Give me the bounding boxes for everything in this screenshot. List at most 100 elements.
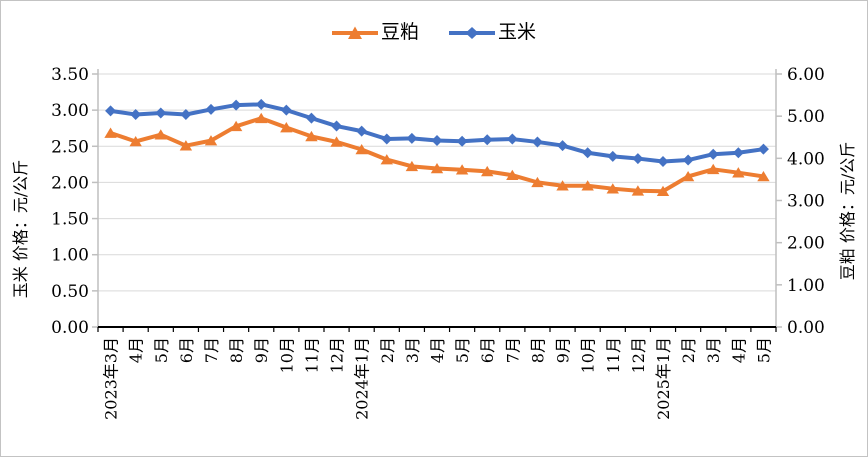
right-axis-tick-label: 2.00 (787, 234, 825, 254)
data-point-marker-豆粕 (681, 170, 695, 182)
x-axis-tick-label: 10月 (579, 337, 598, 373)
x-axis-tick-label: 10月 (277, 337, 296, 373)
x-axis-tick-label: 7月 (503, 337, 522, 363)
data-point-marker-玉米 (105, 105, 117, 117)
data-point-marker-玉米 (406, 132, 418, 144)
data-point-marker-豆粕 (455, 164, 469, 175)
x-axis-tick-label: 7月 (202, 337, 221, 363)
right-axis-tick-label: 6.00 (787, 65, 825, 85)
data-point-marker-玉米 (732, 147, 744, 159)
x-axis-tick-label: 12月 (629, 337, 648, 373)
legend-item-doupo: 豆粕 (331, 21, 419, 43)
right-axis-tick-label: 1.00 (787, 276, 825, 296)
x-axis-tick-label: 12月 (328, 337, 347, 373)
data-point-marker-豆粕 (305, 130, 318, 142)
data-point-marker-玉米 (230, 99, 242, 111)
legend-label-yumi: 玉米 (498, 21, 537, 43)
series-line-豆粕 (108, 116, 766, 194)
data-point-marker-玉米 (255, 98, 267, 110)
data-point-marker-豆粕 (581, 180, 594, 191)
data-point-marker-豆粕 (656, 185, 670, 197)
x-axis-tick-label: 3月 (403, 337, 422, 363)
x-axis-tick-label: 2025年1月 (654, 337, 673, 420)
x-axis-tick-label: 11月 (604, 337, 623, 373)
x-axis-tick-label: 8月 (227, 337, 246, 363)
data-point-marker-玉米 (506, 133, 518, 145)
data-point-marker-玉米 (155, 107, 167, 119)
data-point-marker-玉米 (431, 135, 443, 147)
data-point-marker-玉米 (657, 155, 669, 167)
data-point-marker-玉米 (531, 136, 543, 148)
x-axis-tick-label: 9月 (554, 337, 573, 363)
data-point-marker-豆粕 (506, 169, 519, 180)
x-axis-tick-label: 2月 (378, 337, 397, 363)
data-point-marker-豆粕 (531, 176, 544, 188)
data-point-marker-豆粕 (707, 163, 720, 175)
data-point-marker-豆粕 (255, 112, 268, 124)
legend-item-yumi: 玉米 (449, 23, 536, 42)
data-point-marker-玉米 (305, 112, 317, 124)
data-point-marker-玉米 (557, 140, 569, 152)
data-point-marker-玉米 (180, 108, 192, 120)
right-axis-tick-label: 3.00 (787, 192, 825, 212)
left-axis-tick-label: 3.00 (51, 101, 89, 121)
left-axis-tick-label: 1.00 (51, 246, 89, 266)
diamond-series-marker-icon (449, 26, 495, 39)
legend-label-doupo: 豆粕 (380, 21, 419, 43)
data-point-marker-玉米 (331, 120, 343, 132)
data-point-marker-豆粕 (104, 127, 117, 138)
left-axis-tick-label: 0.00 (51, 318, 89, 338)
x-axis-tick-label: 5月 (754, 337, 773, 363)
right-axis-tick-label: 5.00 (787, 107, 825, 127)
data-point-marker-豆粕 (405, 160, 419, 172)
legend: 豆粕 玉米 (1, 23, 867, 42)
data-point-marker-玉米 (456, 135, 468, 147)
triangle-series-marker-icon (331, 26, 378, 39)
data-point-marker-豆粕 (631, 185, 645, 196)
x-axis-tick-label: 3月 (704, 337, 723, 363)
x-axis-tick-label: 4月 (729, 337, 748, 363)
data-point-marker-豆粕 (481, 165, 494, 177)
data-point-marker-玉米 (381, 133, 393, 145)
data-point-marker-豆粕 (380, 154, 393, 165)
data-point-marker-豆粕 (330, 136, 343, 147)
x-axis-tick-label: 6月 (478, 337, 497, 363)
x-axis-tick-label: 4月 (428, 337, 447, 363)
data-point-marker-玉米 (481, 134, 493, 146)
data-point-marker-玉米 (632, 153, 644, 165)
left-axis-tick-label: 3.50 (51, 65, 89, 85)
data-point-marker-豆粕 (430, 162, 444, 174)
data-point-marker-玉米 (280, 104, 292, 116)
data-point-marker-豆粕 (757, 170, 770, 182)
right-axis-tick-label: 0.00 (787, 318, 825, 338)
data-point-marker-豆粕 (556, 180, 569, 191)
data-point-marker-玉米 (682, 154, 694, 166)
data-point-marker-玉米 (130, 108, 142, 120)
x-axis-tick-label: 2023年3月 (102, 337, 121, 420)
data-point-marker-豆粕 (355, 143, 368, 155)
data-point-marker-玉米 (356, 125, 368, 137)
data-point-marker-豆粕 (280, 122, 293, 133)
x-axis-tick-label: 2月 (679, 337, 698, 363)
left-axis-tick-label: 1.50 (51, 210, 89, 230)
data-point-marker-豆粕 (732, 167, 745, 178)
x-axis-tick-label: 6月 (177, 337, 196, 363)
left-axis-tick-label: 2.50 (51, 137, 89, 157)
x-axis-tick-label: 9月 (252, 337, 271, 363)
x-axis-tick-label: 5月 (152, 337, 171, 363)
x-axis-tick-label: 11月 (302, 337, 321, 373)
left-axis-tick-label: 0.50 (51, 282, 89, 302)
x-axis-tick-label: 4月 (127, 337, 146, 363)
data-point-marker-豆粕 (154, 129, 167, 140)
data-point-marker-豆粕 (179, 140, 193, 151)
data-point-marker-玉米 (582, 147, 594, 159)
data-point-marker-豆粕 (129, 135, 142, 147)
left-axis-tick-label: 2.00 (51, 173, 89, 193)
data-point-marker-玉米 (607, 150, 619, 162)
series-line-玉米 (108, 102, 766, 164)
right-axis-tick-label: 4.00 (787, 149, 825, 169)
data-point-marker-玉米 (205, 103, 217, 115)
x-axis-tick-label: 5月 (453, 337, 472, 363)
